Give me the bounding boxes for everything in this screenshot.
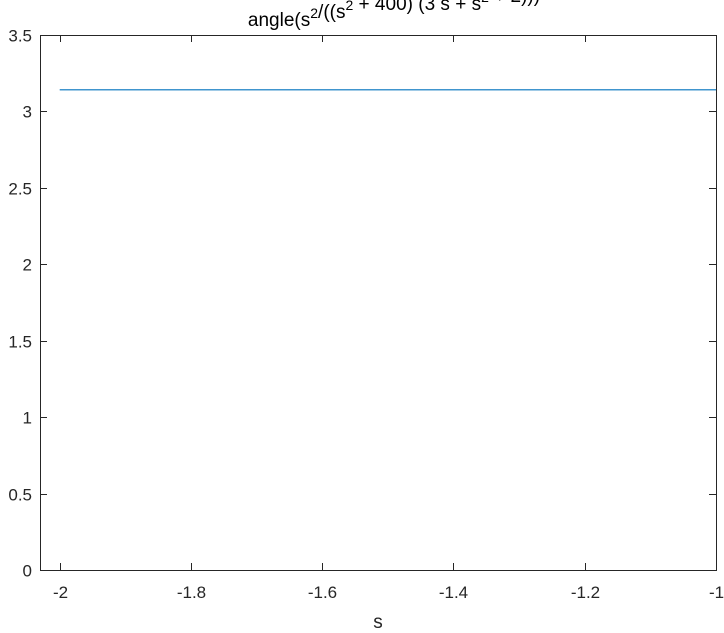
x-axis-label: s	[373, 612, 383, 633]
y-tick-label: 2.5	[8, 180, 32, 199]
axes-box	[40, 35, 717, 571]
x-tick-label: -1.2	[571, 583, 600, 602]
y-tick-label: 3	[23, 103, 32, 122]
y-tick-label: 0.5	[8, 486, 32, 505]
y-tick-label: 1	[23, 409, 32, 428]
y-axis-ticks: 0 0.5 1 1.5 2 2.5 3 3.5	[8, 27, 716, 581]
y-tick-label: 2	[23, 256, 32, 275]
x-tick-label: -1.6	[308, 583, 337, 602]
x-tick-label: -1	[709, 583, 724, 602]
y-tick-label: 1.5	[8, 333, 32, 352]
y-tick-label: 0	[23, 562, 32, 581]
x-axis-ticks: -2 -1.8 -1.6 -1.4 -1.2 -1	[53, 35, 724, 602]
plot-area	[40, 35, 717, 571]
y-tick-label: 3.5	[8, 27, 32, 46]
chart-title: angle(s2/((s2 + 400) (3 s + s2 + 2)))	[248, 0, 540, 31]
x-tick-label: -1.8	[177, 583, 206, 602]
x-tick-label: -1.4	[439, 583, 468, 602]
x-tick-label: -2	[53, 583, 68, 602]
